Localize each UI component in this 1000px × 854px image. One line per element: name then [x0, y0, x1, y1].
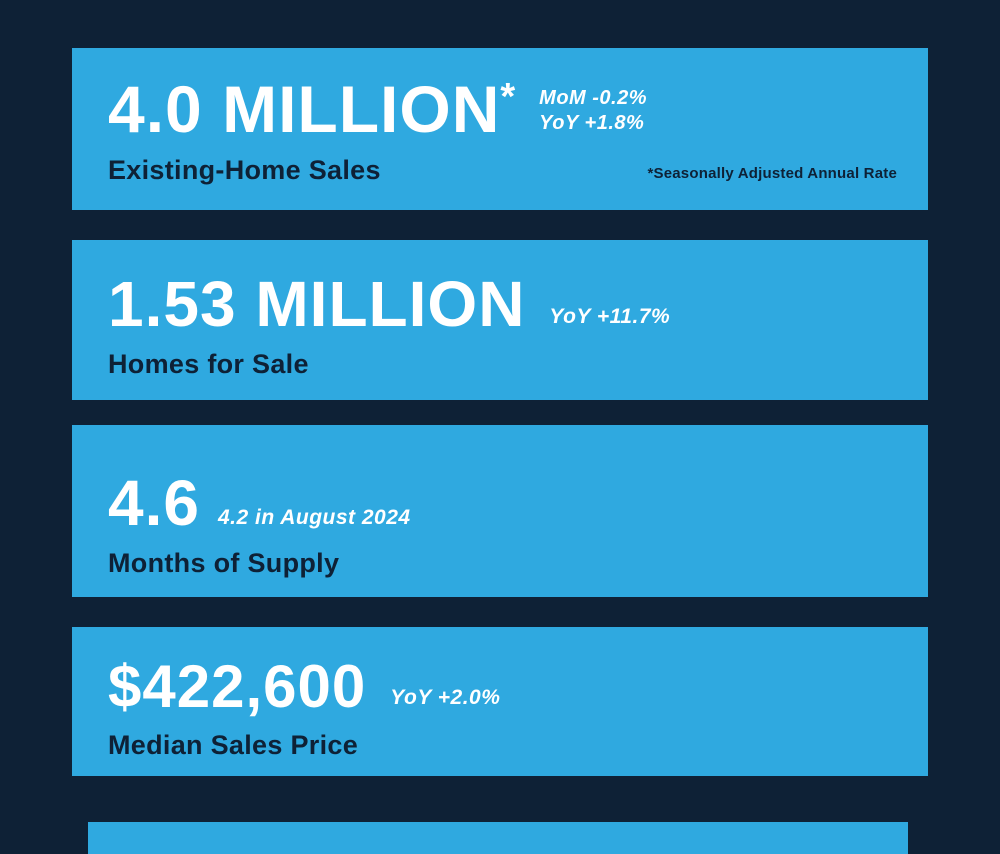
annotation-yoy: YoY +1.8%: [539, 112, 645, 134]
annotation-yoy: YoY +2.0%: [390, 685, 501, 709]
stat-footnote: *Seasonally Adjusted Annual Rate: [647, 165, 897, 182]
stat-value: 4.6: [108, 467, 200, 539]
partial-next-card: [88, 822, 908, 854]
stat-label: Existing-Home Sales: [108, 155, 381, 185]
stat-card-homes-for-sale: 1.53 MILLION YoY +11.7% Homes for Sale: [72, 240, 928, 400]
stat-label: Homes for Sale: [108, 349, 309, 379]
stat-annotations: MoM -0.2% YoY +1.8%: [539, 86, 647, 136]
stat-value: 1.53 MILLION: [108, 268, 526, 340]
stat-value: 4.0 MILLION: [108, 72, 501, 146]
stat-value-row: 1.53 MILLION YoY +11.7%: [108, 272, 892, 336]
annotation-yoy: YoY +11.7%: [549, 304, 671, 328]
stat-label: Median Sales Price: [108, 730, 359, 760]
stat-card-content: 4.6 4.2 in August 2024 Months of Supply: [72, 425, 928, 597]
stat-value-asterisk: *: [500, 76, 516, 118]
stat-value-row: 4.6 4.2 in August 2024: [108, 471, 892, 535]
stat-label: Months of Supply: [108, 548, 340, 578]
stat-annotations: YoY +11.7%: [549, 304, 670, 330]
stat-card-content: $422,600 YoY +2.0% Median Sales Price: [72, 627, 928, 776]
stat-card-months-of-supply: 4.6 4.2 in August 2024 Months of Supply: [72, 425, 928, 597]
stat-card-content: 4.0 MILLION * MoM -0.2% YoY +1.8% Existi…: [72, 48, 928, 210]
annotation-prior-month: 4.2 in August 2024: [217, 505, 411, 529]
stat-value-row: $422,600 YoY +2.0%: [108, 657, 892, 717]
stat-card-content: 1.53 MILLION YoY +11.7% Homes for Sale: [72, 240, 928, 400]
stat-annotations: 4.2 in August 2024: [218, 505, 411, 531]
stat-value: $422,600: [108, 653, 367, 720]
annotation-mom: MoM -0.2%: [539, 87, 648, 109]
stat-card-existing-home-sales: 4.0 MILLION * MoM -0.2% YoY +1.8% Existi…: [72, 48, 928, 210]
stat-card-median-sales-price: $422,600 YoY +2.0% Median Sales Price: [72, 627, 928, 776]
stat-value-row: 4.0 MILLION * MoM -0.2% YoY +1.8%: [108, 76, 892, 142]
stat-annotations: YoY +2.0%: [390, 685, 500, 711]
